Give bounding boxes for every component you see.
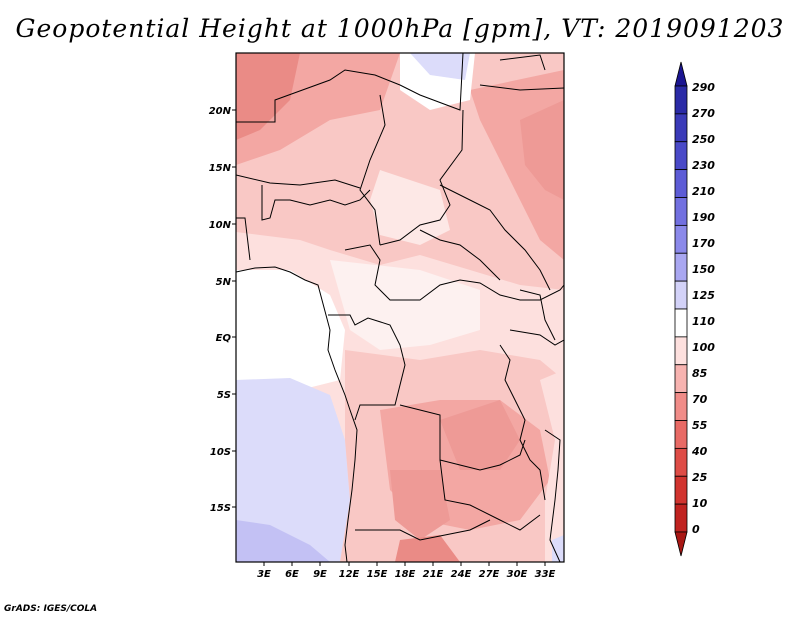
lat-label: 20N bbox=[209, 106, 232, 117]
colorbar-label: 0 bbox=[692, 523, 700, 536]
colorbar-label: 210 bbox=[692, 185, 715, 198]
colorbar-label: 230 bbox=[692, 159, 715, 172]
colorbar-label: 55 bbox=[692, 419, 708, 432]
colorbar-segment bbox=[674, 336, 688, 366]
colorbar-segment bbox=[674, 308, 688, 338]
lon-label: 21E bbox=[423, 569, 444, 580]
colorbar-segment bbox=[674, 113, 688, 143]
lon-label: 15E bbox=[367, 569, 388, 580]
colorbar-label: 150 bbox=[692, 263, 715, 276]
lon-label: 6E bbox=[285, 569, 299, 580]
country-borders bbox=[236, 53, 564, 562]
colorbar bbox=[674, 61, 688, 557]
lat-label: 5N bbox=[216, 277, 232, 288]
colorbar-label: 25 bbox=[692, 471, 708, 484]
colorbar-segment bbox=[674, 252, 688, 282]
colorbar-label: 70 bbox=[692, 393, 708, 406]
map-title: Geopotential Height at 1000hPa [gpm], VT… bbox=[15, 14, 785, 43]
colorbar-segment bbox=[674, 141, 688, 171]
lat-label: 5S bbox=[217, 390, 231, 401]
colorbar-label: 125 bbox=[692, 289, 715, 302]
colorbar-label: 250 bbox=[692, 133, 715, 146]
lon-label: 12E bbox=[339, 569, 360, 580]
colorbar-label: 40 bbox=[691, 445, 708, 458]
lon-label: 30E bbox=[507, 569, 528, 580]
colorbar-segment bbox=[674, 503, 688, 533]
lat-label: 15S bbox=[210, 503, 231, 514]
lat-label: 10N bbox=[209, 220, 232, 231]
height-field bbox=[236, 53, 564, 562]
colorbar-segment bbox=[674, 392, 688, 421]
grads-credit: GrADS: IGES/COLA bbox=[4, 604, 98, 614]
axis-ticks bbox=[232, 109, 546, 566]
colorbar-segment bbox=[674, 224, 688, 254]
latitude-labels: 20N 15N 10N 5N EQ 5S 10S 15S bbox=[209, 106, 232, 514]
colorbar-segment bbox=[674, 475, 688, 505]
colorbar-label: 85 bbox=[692, 367, 708, 380]
lon-label: 33E bbox=[535, 569, 556, 580]
colorbar-top-arrow bbox=[674, 61, 688, 87]
colorbar-segment bbox=[674, 85, 688, 115]
colorbar-segment bbox=[674, 280, 688, 310]
colorbar-labels: 290 270 250 230 210 190 170 150 125 110 … bbox=[691, 81, 715, 536]
colorbar-label: 270 bbox=[692, 107, 715, 120]
lat-label: 10S bbox=[210, 447, 231, 458]
lon-label: 3E bbox=[257, 569, 271, 580]
colorbar-label: 290 bbox=[692, 81, 715, 94]
colorbar-label: 170 bbox=[692, 237, 715, 250]
lat-label: EQ bbox=[216, 333, 232, 344]
lon-label: 27E bbox=[479, 569, 500, 580]
colorbar-segment bbox=[674, 169, 688, 198]
colorbar-label: 10 bbox=[692, 497, 708, 510]
lon-label: 18E bbox=[395, 569, 416, 580]
lon-label: 24E bbox=[451, 569, 472, 580]
longitude-labels: 3E 6E 9E 12E 15E 18E 21E 24E 27E 30E 33E bbox=[257, 569, 555, 580]
colorbar-segment bbox=[674, 447, 688, 477]
colorbar-segment bbox=[674, 197, 688, 226]
colorbar-segment bbox=[674, 420, 688, 449]
lat-label: 15N bbox=[209, 163, 232, 174]
colorbar-label: 100 bbox=[692, 341, 715, 354]
colorbar-label: 110 bbox=[692, 315, 715, 328]
colorbar-bottom-arrow bbox=[674, 531, 688, 557]
lon-label: 9E bbox=[313, 569, 327, 580]
map-frame bbox=[235, 52, 565, 563]
colorbar-segment bbox=[674, 364, 688, 394]
colorbar-label: 190 bbox=[692, 211, 715, 224]
